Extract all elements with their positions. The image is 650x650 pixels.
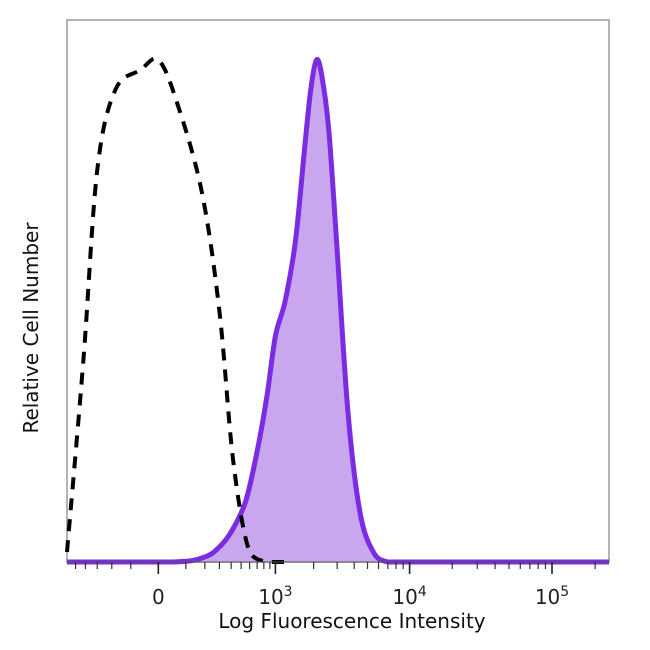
x-tick-label: 0 xyxy=(152,585,165,609)
x-tick-label: 105 xyxy=(535,584,569,609)
x-axis-title: Log Fluorescence Intensity xyxy=(218,609,485,633)
y-axis-title: Relative Cell Number xyxy=(19,222,43,434)
x-tick-label: 103 xyxy=(258,584,292,609)
tick-layer xyxy=(74,562,596,574)
series-1-fill xyxy=(67,59,609,563)
tick-label-layer: 0 103 104 105 xyxy=(152,584,569,609)
series-0-line xyxy=(65,56,286,564)
x-tick-label: 104 xyxy=(392,584,426,609)
